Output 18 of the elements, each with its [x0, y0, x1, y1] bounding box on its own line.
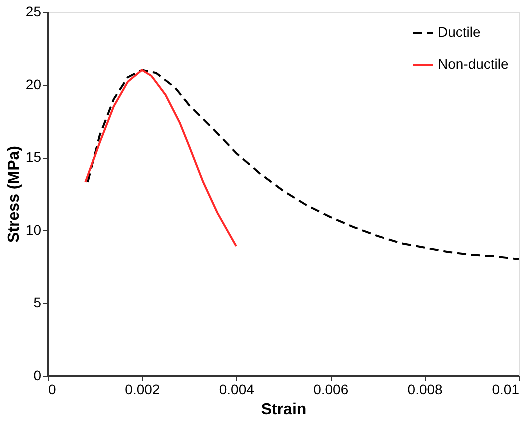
x-axis-title: Strain — [261, 402, 307, 418]
legend-label: Non-ductile — [438, 56, 510, 72]
y-tick-label: 20 — [26, 76, 42, 92]
y-tick-label: 15 — [26, 149, 42, 166]
x-tick-label: 0 — [48, 382, 56, 398]
y-tick-label: 25 — [26, 4, 42, 20]
y-tick-label: 0 — [34, 368, 42, 384]
y-tick-label: 5 — [34, 294, 42, 311]
y-tick-label: 10 — [26, 222, 42, 238]
y-axis-title: Stress (MPa) — [6, 146, 23, 243]
x-tick-label: 0.01 — [492, 382, 520, 398]
legend-label: Ductile — [438, 24, 482, 40]
x-tick-label: 0.008 — [408, 382, 444, 398]
x-tick-label: 0.004 — [219, 382, 255, 398]
x-tick-label: 0.002 — [125, 382, 160, 398]
line-series — [84, 69, 238, 248]
line-series — [87, 69, 520, 261]
x-tick-label: 0.006 — [314, 382, 349, 398]
